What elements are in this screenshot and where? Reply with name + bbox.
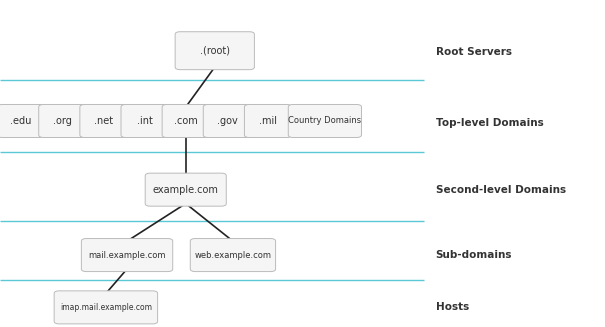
FancyBboxPatch shape bbox=[162, 105, 209, 137]
FancyBboxPatch shape bbox=[80, 105, 127, 137]
Text: Hosts: Hosts bbox=[436, 302, 469, 312]
FancyBboxPatch shape bbox=[81, 239, 173, 271]
FancyBboxPatch shape bbox=[0, 105, 45, 137]
Text: .(root): .(root) bbox=[200, 46, 230, 56]
Text: .mil: .mil bbox=[259, 116, 277, 126]
FancyBboxPatch shape bbox=[289, 105, 362, 137]
Text: .net: .net bbox=[94, 116, 113, 126]
Text: imap.mail.example.com: imap.mail.example.com bbox=[60, 303, 152, 312]
Text: Country Domains: Country Domains bbox=[289, 116, 361, 126]
FancyBboxPatch shape bbox=[145, 173, 226, 206]
Text: .com: .com bbox=[174, 116, 198, 126]
FancyBboxPatch shape bbox=[121, 105, 168, 137]
Text: web.example.com: web.example.com bbox=[194, 250, 272, 260]
Text: mail.example.com: mail.example.com bbox=[88, 250, 166, 260]
FancyBboxPatch shape bbox=[190, 239, 275, 271]
Text: Second-level Domains: Second-level Domains bbox=[436, 185, 566, 195]
FancyBboxPatch shape bbox=[39, 105, 86, 137]
Text: .int: .int bbox=[137, 116, 152, 126]
Text: .gov: .gov bbox=[217, 116, 237, 126]
Text: Root Servers: Root Servers bbox=[436, 47, 512, 57]
Text: example.com: example.com bbox=[153, 185, 218, 195]
FancyBboxPatch shape bbox=[244, 105, 292, 137]
FancyBboxPatch shape bbox=[54, 291, 157, 324]
FancyBboxPatch shape bbox=[203, 105, 250, 137]
Text: Sub-domains: Sub-domains bbox=[436, 250, 512, 260]
FancyBboxPatch shape bbox=[175, 32, 254, 70]
Text: .org: .org bbox=[53, 116, 72, 126]
Text: Top-level Domains: Top-level Domains bbox=[436, 118, 543, 128]
Text: .edu: .edu bbox=[10, 116, 32, 126]
